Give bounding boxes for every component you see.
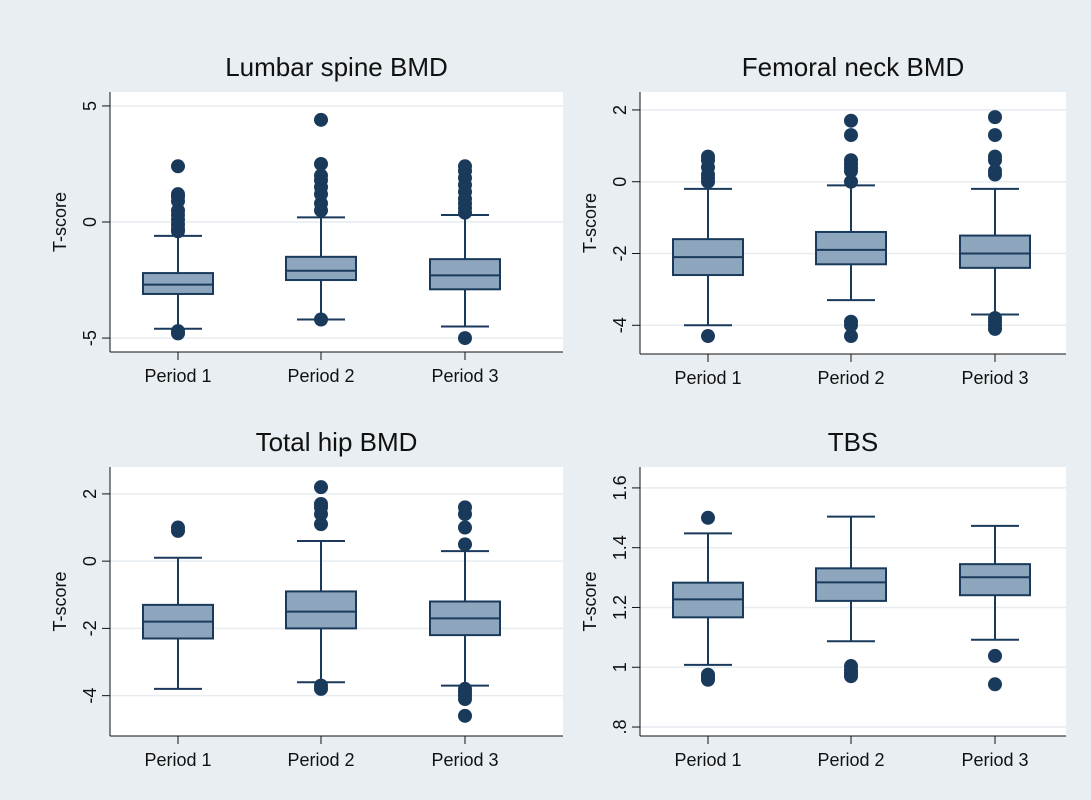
y-tick-label: 1.6 [610,475,630,500]
box-period-2 [815,113,887,344]
outlier-point [314,156,328,171]
outlier-point [458,692,472,707]
outlier-point [988,128,1002,143]
outlier-point [314,480,328,495]
x-tick-label: Period 2 [817,368,884,388]
outlier-point [701,510,715,525]
outlier-point [458,537,472,552]
panel-2: 2 0 -2 -4 Femoral neck BMD T-score Period 1 Per… [580,52,1066,388]
x-tick-label: Period 3 [961,750,1028,770]
outlier-point [701,149,715,164]
chart-title: Total hip BMD [256,427,418,457]
x-tick-label: Period 2 [287,750,354,770]
chart-title: Lumbar spine BMD [225,52,448,82]
outlier-point [701,329,715,344]
y-axis-label: T-score [50,571,70,631]
y-tick-label: 1.4 [610,535,630,560]
outlier-point [314,312,328,327]
outlier-point [458,520,472,535]
box-period-3 [429,159,501,346]
box-period-1 [672,149,744,344]
panel-3: 2 0 -2 -4 Total hip BMD T-score Period 1 Period… [50,427,563,770]
outlier-point [458,331,472,346]
outlier-point [988,110,1002,125]
y-tick-label: -2 [80,620,100,636]
iqr-box [815,567,887,602]
y-tick-label: -5 [80,330,100,346]
outlier-point [988,149,1002,164]
x-tick-label: Period 3 [431,366,498,386]
y-tick-label: -2 [610,245,630,261]
outlier-point [314,681,328,696]
iqr-box [285,255,357,282]
outlier-point [988,648,1002,663]
iqr-box [959,563,1031,597]
chart-title: TBS [828,427,879,457]
y-tick-label: 2 [610,105,630,115]
outlier-point [171,159,185,174]
x-tick-label: Period 1 [144,366,211,386]
box-period-2 [285,112,357,327]
outlier-point [844,659,858,674]
y-tick-label: .8 [610,720,630,735]
y-tick-label: 0 [80,217,100,227]
outlier-point [314,112,328,127]
outlier-point [988,677,1002,692]
y-tick-label: 5 [80,101,100,111]
outlier-point [314,168,328,183]
box-period-3 [959,110,1031,336]
outlier-point [844,153,858,168]
y-axis-label: T-score [580,571,600,631]
y-tick-label: 0 [610,177,630,187]
box-period-1 [142,520,214,690]
x-tick-label: Period 1 [674,368,741,388]
outlier-point [458,159,472,174]
outlier-point [171,326,185,341]
y-tick-label: -4 [610,317,630,333]
x-tick-label: Period 3 [431,750,498,770]
outlier-point [458,500,472,515]
y-tick-label: 1.2 [610,595,630,620]
chart-title: Femoral neck BMD [742,52,965,82]
box-period-2 [285,480,357,696]
y-tick-label: -4 [80,688,100,704]
iqr-box [429,258,501,291]
x-tick-label: Period 1 [674,750,741,770]
outlier-point [988,321,1002,336]
outlier-point [844,113,858,128]
x-tick-label: Period 3 [961,368,1028,388]
box-period-1 [672,510,744,687]
outlier-point [988,163,1002,178]
box-period-2 [815,515,887,684]
x-tick-label: Period 2 [287,366,354,386]
box-period-1 [142,159,214,341]
box-period-3 [959,524,1031,692]
outlier-point [844,174,858,189]
y-tick-label: 2 [80,489,100,499]
outlier-point [171,520,185,535]
y-tick-label: 0 [80,556,100,566]
panel-4: 1.6 1.4 1.2 1 .8 TBS T-score Period 1 Period 2 Pe… [580,427,1066,770]
panel-1: 5 0 -5 Lumbar spine BMD T-score Period 1 Perio… [50,52,563,386]
x-tick-label: Period 1 [144,750,211,770]
iqr-box [285,590,357,630]
outlier-point [314,517,328,532]
box-period-3 [429,500,501,723]
y-tick-label: 1 [610,662,630,672]
iqr-box [142,272,214,295]
outlier-point [314,496,328,511]
y-axis-label: T-score [50,192,70,252]
iqr-box [959,234,1031,269]
outlier-point [171,187,185,202]
outlier-point [701,667,715,682]
outlier-point [844,329,858,344]
outlier-point [844,128,858,143]
x-tick-label: Period 2 [817,750,884,770]
outlier-point [844,318,858,333]
iqr-box [815,230,887,266]
outlier-point [458,708,472,723]
y-axis-label: T-score [580,193,600,253]
